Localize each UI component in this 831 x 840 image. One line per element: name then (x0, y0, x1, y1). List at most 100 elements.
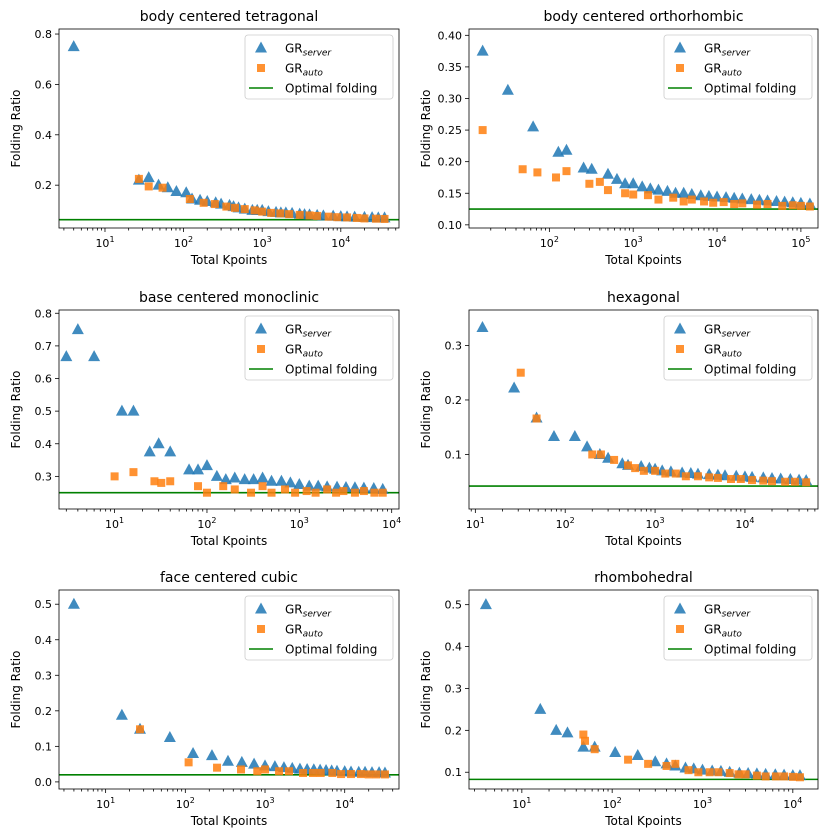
gr-auto-point (714, 768, 723, 777)
x-axis-label: Total Kpoints (604, 814, 682, 828)
gr-auto-point (761, 772, 770, 781)
gr-auto-point (253, 767, 262, 776)
axes-frame (468, 28, 819, 229)
gr-auto-point (150, 477, 159, 486)
gr-auto-point (738, 199, 747, 208)
gr-auto-point (662, 761, 671, 770)
gr-auto-point (552, 173, 561, 182)
gr-auto-point (661, 469, 670, 478)
y-tick-label: 0.3 (35, 470, 53, 483)
gr-auto-point (247, 488, 256, 497)
gr-auto-point (694, 768, 703, 777)
y-tick-label: 0.1 (445, 448, 463, 461)
gr-auto-point (291, 488, 300, 497)
x-tick-label: 103 (255, 796, 274, 811)
chart-4: hexagonal 101 102 103 104 0.1 0.2 0.3 Total Kpoi… (419, 290, 819, 548)
gr-auto-point (790, 477, 799, 486)
x-tick-label: 104 (708, 235, 727, 250)
gr-auto-point (624, 755, 633, 764)
gr-auto-point (679, 197, 688, 206)
gr-auto-point (337, 770, 346, 779)
gr-server-point (163, 730, 176, 742)
y-axis-label: Folding Ratio (9, 371, 23, 449)
gr-auto-point (748, 476, 757, 485)
gr-auto-point (194, 482, 203, 491)
gr-server-point (200, 459, 213, 471)
x-tick-label: 102 (197, 516, 216, 531)
gr-auto-point (671, 469, 680, 478)
gr-auto-point (585, 179, 594, 188)
gr-server-point (636, 180, 649, 192)
gr-auto-point (313, 211, 322, 220)
legend-square-icon (676, 345, 684, 353)
legend-box (244, 595, 394, 661)
gr-auto-point (308, 769, 317, 778)
gr-auto-point (631, 464, 640, 473)
gr-auto-point (129, 468, 138, 477)
gr-server-point (210, 469, 223, 481)
legend-box (663, 315, 813, 381)
gr-auto-point (700, 197, 709, 206)
gr-auto-point (222, 202, 231, 211)
gr-auto-point (639, 466, 648, 475)
x-axis-label: Total Kpoints (190, 253, 268, 267)
gr-auto-point (518, 165, 527, 174)
gr-auto-point (350, 488, 359, 497)
gr-auto-point (763, 199, 772, 208)
gr-auto-point (299, 769, 308, 778)
gr-auto-point (378, 488, 387, 497)
legend-triangle-icon (255, 602, 267, 614)
gr-server-point (561, 726, 574, 738)
legend-triangle-icon (674, 602, 686, 614)
x-tick-label: 101 (512, 796, 531, 811)
axes-frame (58, 309, 400, 510)
gr-auto-point (741, 770, 750, 779)
legend-box (244, 34, 394, 100)
axes-frame (58, 589, 400, 790)
gr-auto-point (305, 211, 314, 220)
gr-server-point (143, 445, 156, 457)
gr-auto-point (267, 488, 276, 497)
gr-auto-point (788, 772, 797, 781)
gr-server-point (560, 143, 573, 155)
gr-auto-point (359, 487, 368, 496)
gr-auto-point (333, 213, 342, 222)
legend-label: Optimal folding (285, 643, 377, 657)
gr-server-point (677, 186, 690, 198)
y-tick-label: 0.35 (438, 61, 463, 74)
gr-auto-point (316, 769, 325, 778)
chart-title: hexagonal (607, 290, 680, 306)
gr-server-point (192, 463, 205, 475)
y-tick-label: 0.4 (35, 129, 53, 142)
legend-label: GRauto (704, 62, 742, 79)
gr-auto-point (285, 767, 294, 776)
gr-auto-point (258, 482, 267, 491)
gr-auto-point (230, 485, 239, 494)
x-tick-label: 104 (335, 796, 354, 811)
gr-server-point (601, 167, 614, 179)
gr-auto-point (621, 189, 630, 198)
legend-square-icon (257, 345, 265, 353)
gr-auto-point (158, 183, 167, 192)
gr-server-point (627, 177, 640, 189)
chart-5: face centered cubic 101 102 103 104 0.0 0.1 0.2… (9, 570, 400, 828)
x-tick-label: 103 (624, 235, 643, 250)
gr-auto-point (199, 198, 208, 207)
legend-label: GRserver (285, 323, 332, 340)
y-tick-label: 0.20 (438, 156, 463, 169)
gr-auto-point (705, 473, 714, 482)
x-axis-label: Total Kpoints (604, 253, 682, 267)
gr-auto-point (595, 177, 604, 186)
gr-auto-point (693, 472, 702, 481)
gr-auto-point (736, 475, 745, 484)
gr-server-point (527, 120, 540, 132)
axes-frame (468, 309, 819, 510)
gr-auto-point (136, 725, 145, 734)
gr-server-point (312, 479, 325, 491)
gr-server-point (610, 172, 623, 184)
gr-auto-point (302, 487, 311, 496)
gr-auto-point (184, 758, 193, 767)
gr-auto-point (516, 368, 525, 377)
y-axis-label: Folding Ratio (419, 651, 433, 729)
gr-server-point (577, 740, 590, 752)
